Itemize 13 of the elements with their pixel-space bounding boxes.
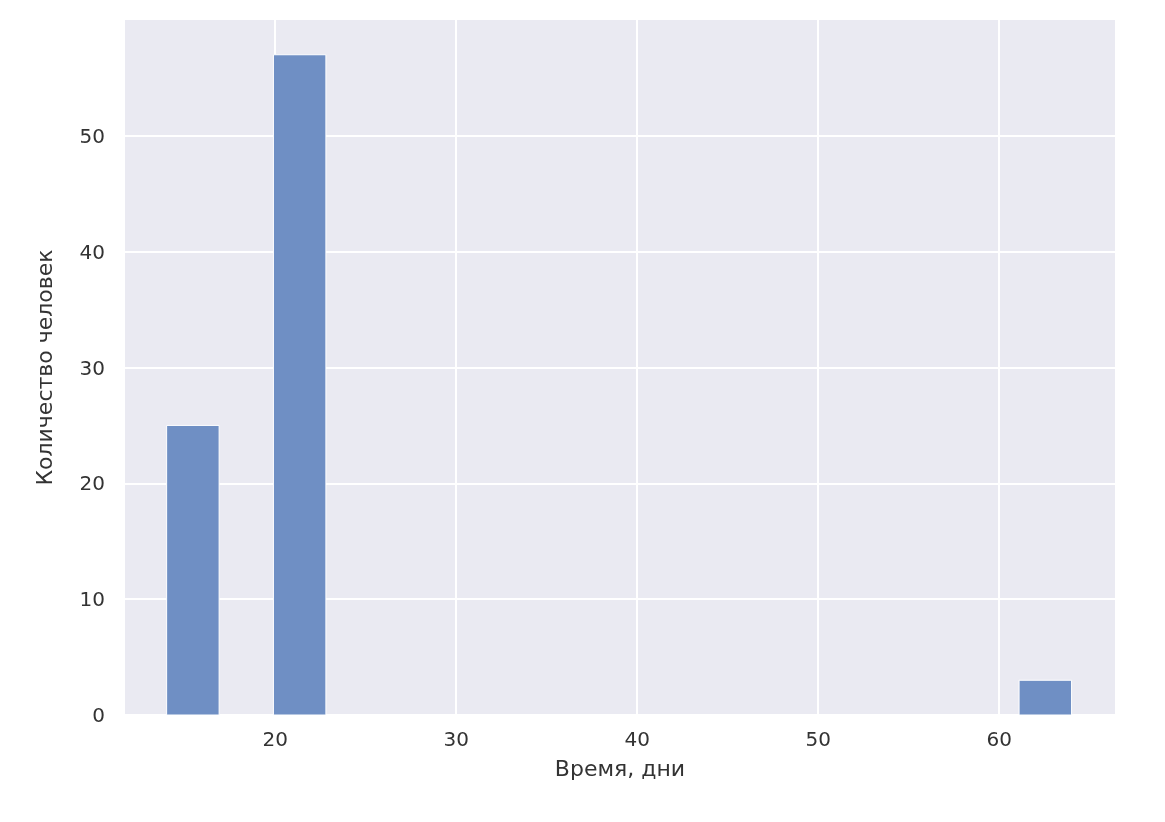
x-tick-label: 20 bbox=[262, 727, 288, 751]
y-tick-label: 10 bbox=[79, 587, 105, 612]
y-tick-label: 30 bbox=[79, 355, 105, 380]
x-axis-title: Время, дни bbox=[554, 755, 686, 781]
x-tick-label: 40 bbox=[624, 727, 650, 751]
y-tick-label: 50 bbox=[79, 123, 105, 148]
y-tick-label: 20 bbox=[79, 471, 105, 496]
x-tick-label: 30 bbox=[443, 727, 469, 751]
x-tick-label: 60 bbox=[986, 727, 1012, 751]
y-tick-label: 40 bbox=[79, 239, 105, 264]
y-axis-title: Количество человек bbox=[31, 249, 57, 486]
x-tick-label: 50 bbox=[805, 727, 831, 751]
y-tick-label: 0 bbox=[92, 703, 105, 727]
